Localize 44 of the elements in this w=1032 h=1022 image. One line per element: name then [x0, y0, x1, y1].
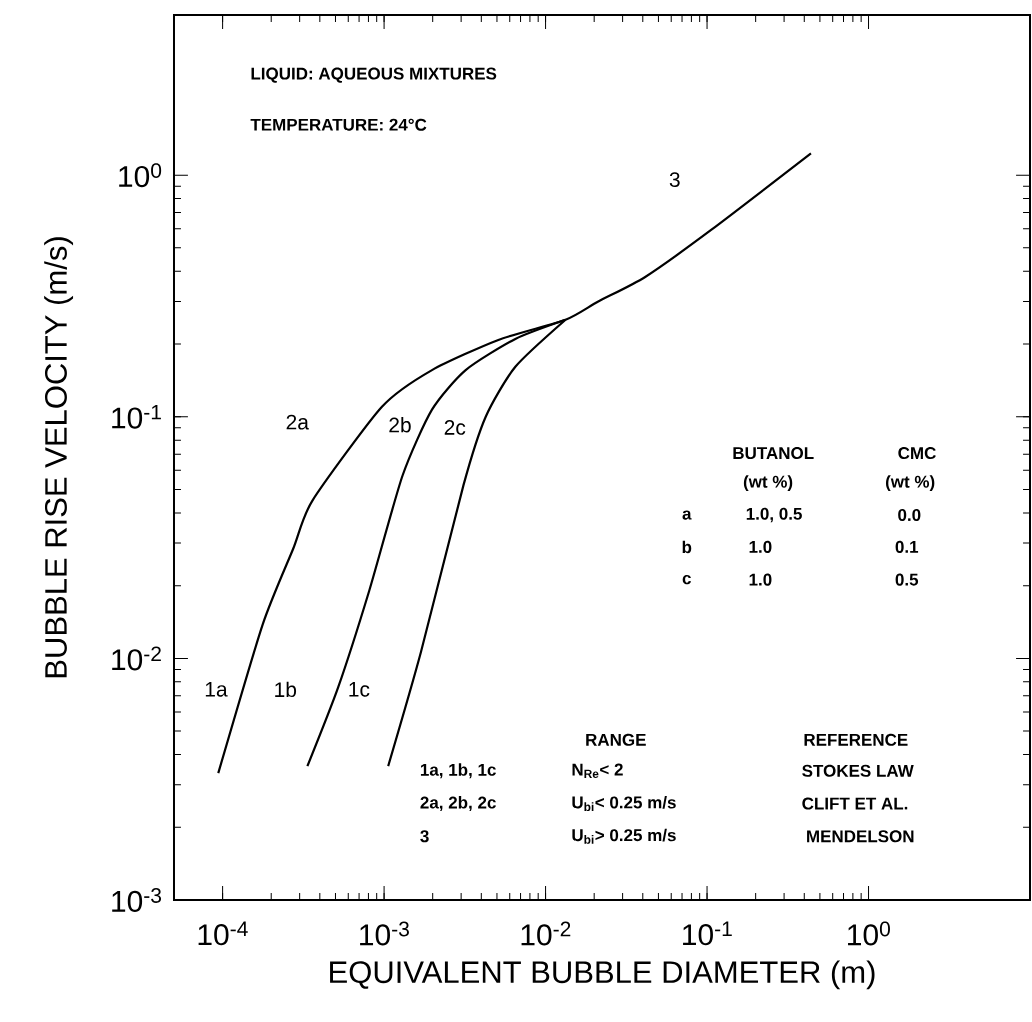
annotation: 1a	[205, 682, 228, 697]
y-tick-label: 10$^{-1}$	[112, 404, 161, 429]
annotation: 1a, 1b, 1c	[420, 763, 496, 779]
annotation: REFERENCE	[804, 733, 908, 746]
annotation: 0.0	[898, 509, 921, 522]
annotation: 2a, 2b, 2c	[420, 796, 496, 812]
x-tick-label: 10$^{-2}$	[521, 921, 571, 946]
annotation: 1b	[275, 681, 297, 698]
annotation: CLIFT ET AL.	[802, 797, 908, 810]
annotation: 3	[669, 172, 680, 188]
annotation: MENDELSON	[807, 830, 914, 843]
annotation: 0.1	[895, 540, 919, 553]
annotation: 2b	[389, 417, 411, 433]
annotation: RANGE	[586, 733, 646, 746]
annotation: a	[682, 510, 692, 520]
x-tick-label: 10$^{0}$	[848, 921, 890, 946]
y-axis-title: BUBBLE RISE VELOCITY (m/s)	[44, 237, 74, 678]
x-tick-label: 10$^{-4}$	[198, 921, 248, 946]
annotation: 2c	[444, 419, 466, 435]
annotation: CMC	[898, 447, 936, 460]
x-tick-label: 10$^{-3}$	[360, 921, 409, 946]
annotation: STOKES LAW	[802, 764, 914, 777]
annotation: BUTANOL	[733, 447, 814, 460]
y-tick-label: 10$^{-3}$	[112, 888, 162, 913]
annotation: (wt %)	[743, 475, 793, 492]
annotation: 1.0, 0.5	[746, 507, 802, 523]
annotation: 2a	[286, 414, 309, 430]
annotation: b	[682, 540, 692, 554]
annotation: 1c	[349, 682, 370, 697]
annotation: TEMPERATURE: 24°C	[250, 118, 427, 131]
x-axis-title: EQUIVALENT BUBBLE DIAMETER (m)	[330, 960, 875, 990]
annotation: LIQUID: AQUEOUS MIXTURES	[251, 67, 497, 83]
annotation: 1.0	[749, 540, 772, 553]
annotation: U$_{bi}$> 0.25 m/s	[572, 828, 676, 844]
annotation: N$_{Re}$< 2	[572, 763, 623, 779]
annotation: (wt %)	[885, 475, 935, 492]
y-tick-label: 10$^{0}$	[119, 163, 162, 188]
annotation: 3	[420, 830, 429, 843]
annotation: 1.0	[749, 573, 772, 586]
annotation: c	[682, 574, 691, 585]
annotation: 0.5	[895, 573, 919, 586]
y-tick-label: 10$^{-2}$	[112, 646, 161, 671]
x-tick-label: 10$^{-1}$	[683, 921, 732, 946]
annotation: U$_{bi}$< 0.25 m/s	[572, 796, 676, 812]
